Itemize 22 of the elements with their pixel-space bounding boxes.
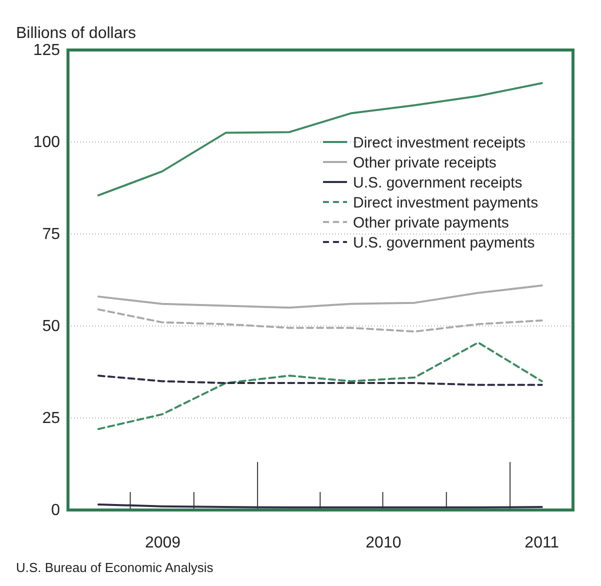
y-axis-title: Billions of dollars	[16, 25, 136, 42]
y-tick-label: 25	[42, 410, 60, 428]
legend-label: U.S. government receipts	[353, 174, 522, 192]
y-tick-label: 50	[42, 318, 60, 336]
line-series	[97, 308, 543, 333]
legend-label: Other private payments	[353, 214, 509, 232]
line-series	[97, 374, 543, 386]
y-tick-label: 125	[33, 42, 60, 60]
line-series	[97, 82, 543, 196]
legend-label: U.S. government payments	[353, 234, 535, 252]
legend-label: Direct investment receipts	[353, 134, 526, 152]
text: U.S. Bureau of Economic Analysis	[16, 560, 214, 575]
line-series	[97, 284, 543, 309]
line-series	[97, 342, 543, 430]
legend-label: Direct investment payments	[353, 194, 538, 212]
legend-label: Other private receipts	[353, 154, 496, 172]
y-tick-label: 75	[42, 226, 60, 244]
y-tick-label: 0	[51, 502, 60, 520]
y-tick-label: 100	[33, 134, 60, 152]
x-tick-label: 2011	[524, 534, 560, 552]
x-tick-label: 2009	[144, 534, 181, 552]
x-tick-label: 2010	[366, 534, 402, 552]
